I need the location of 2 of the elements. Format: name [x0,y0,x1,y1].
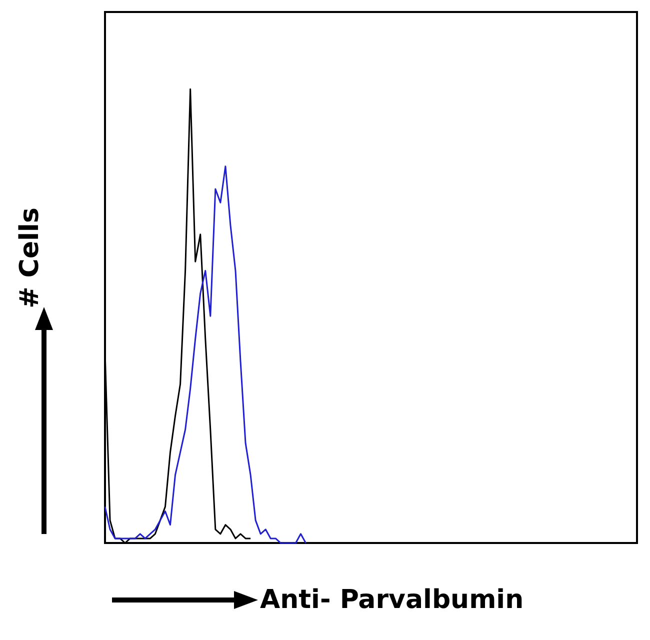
x-axis-title: Anti- Parvalbumin [260,585,524,615]
y-axis-title: # Cells [15,208,45,308]
